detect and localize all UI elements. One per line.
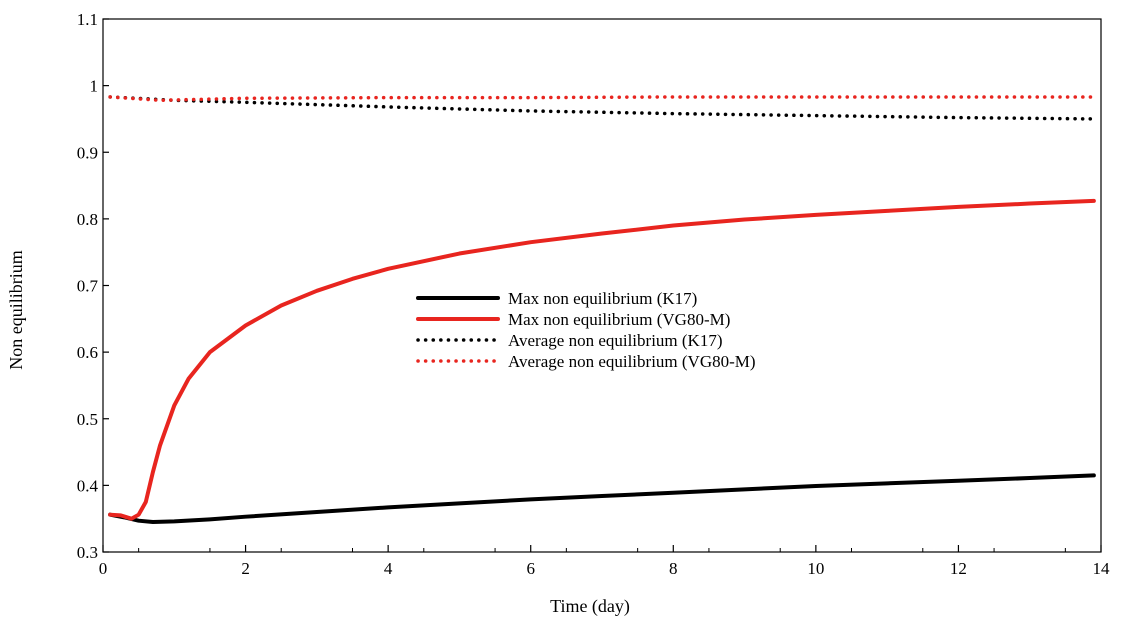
y-tick-label: 0.6 — [77, 343, 98, 362]
legend-label: Max non equilibrium (VG80-M) — [508, 310, 730, 329]
x-tick-label: 14 — [1093, 559, 1111, 578]
x-tick-label: 2 — [241, 559, 250, 578]
legend-label: Max non equilibrium (K17) — [508, 289, 697, 308]
y-tick-label: 0.4 — [77, 476, 99, 495]
legend-label: Average non equilibrium (VG80-M) — [508, 352, 756, 371]
y-tick-label: 0.5 — [77, 410, 98, 429]
series-line-4 — [108, 95, 1096, 103]
y-tick-label: 0.3 — [77, 543, 98, 562]
y-tick-label: 0.7 — [77, 277, 99, 296]
series-lines — [108, 95, 1096, 525]
legend: Max non equilibrium (K17) Max non equilib… — [416, 289, 756, 371]
x-tick-label: 6 — [526, 559, 535, 578]
y-tick-label: 0.8 — [77, 210, 98, 229]
y-axis-ticks: 0.3 0.4 0.5 0.6 0.7 0.8 0.9 1 1.1 — [77, 10, 109, 562]
x-tick-label: 0 — [99, 559, 108, 578]
x-tick-label: 8 — [669, 559, 678, 578]
x-tick-label: 10 — [807, 559, 824, 578]
series-line-3 — [108, 95, 1096, 121]
plot-area-border — [102, 18, 1102, 553]
plot-frame — [102, 18, 1102, 553]
y-axis-title: Non equilibrium — [6, 250, 26, 370]
legend-label: Average non equilibrium (K17) — [508, 331, 722, 350]
series-line-1 — [108, 473, 1096, 525]
x-tick-label: 4 — [384, 559, 393, 578]
y-tick-label: 1.1 — [77, 10, 98, 29]
y-tick-label: 1 — [90, 77, 99, 96]
y-tick-label: 0.9 — [77, 143, 98, 162]
x-axis-ticks: 0 2 4 6 8 10 12 14 — [99, 545, 1110, 578]
x-axis-title: Time (day) — [550, 596, 630, 617]
series-line-2 — [108, 198, 1096, 521]
x-tick-label: 12 — [950, 559, 967, 578]
